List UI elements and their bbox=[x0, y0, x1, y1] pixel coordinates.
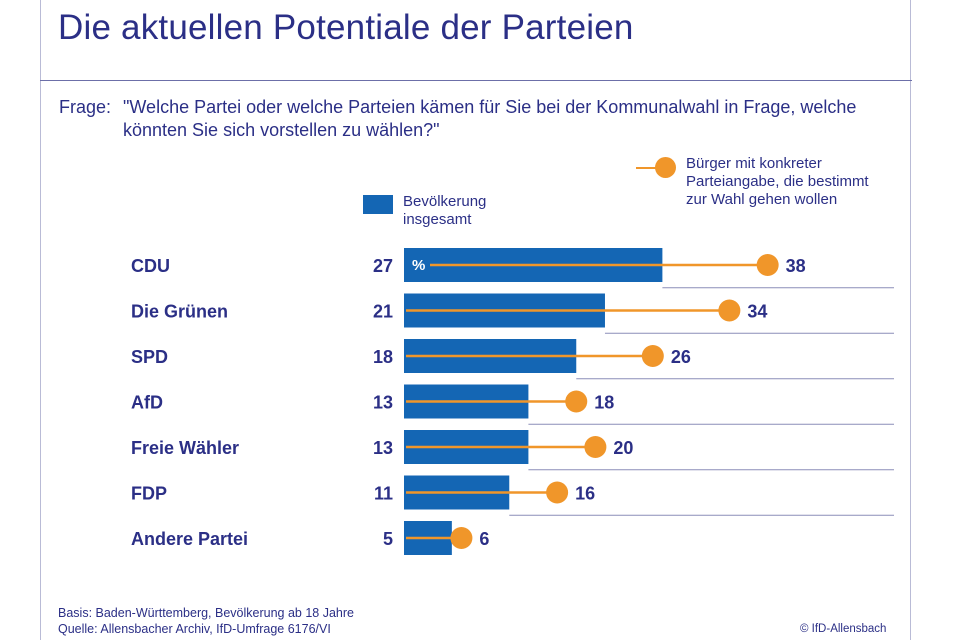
legend-bar-label: Bevölkerung insgesamt bbox=[403, 193, 487, 228]
bar-value-label: 13 bbox=[373, 438, 393, 458]
bar-value-label: 21 bbox=[373, 301, 393, 321]
dot-value-label: 6 bbox=[479, 529, 489, 549]
dot-marker bbox=[565, 390, 588, 413]
footer-notes: Basis: Baden-Württemberg, Bevölkerung ab… bbox=[58, 605, 354, 637]
unit-label: % bbox=[412, 257, 425, 274]
legend-dot-line bbox=[636, 167, 664, 169]
category-label: AfD bbox=[131, 392, 163, 412]
category-label: SPD bbox=[131, 347, 168, 367]
bar-value-label: 18 bbox=[373, 347, 393, 367]
bar-value-label: 13 bbox=[373, 392, 393, 412]
dot-marker bbox=[546, 481, 569, 504]
bar-value-label: 27 bbox=[373, 256, 393, 276]
category-label: CDU bbox=[131, 256, 170, 276]
footer-source: Quelle: Allensbacher Archiv, IfD-Umfrage… bbox=[58, 622, 331, 636]
question-label: Frage: bbox=[59, 97, 112, 117]
dot-marker bbox=[756, 254, 779, 276]
dot-value-label: 16 bbox=[575, 483, 595, 503]
dot-marker bbox=[584, 436, 607, 458]
dot-value-label: 26 bbox=[671, 347, 691, 367]
bar-value-label: 11 bbox=[374, 483, 393, 503]
dot-marker bbox=[718, 299, 741, 322]
dot-value-label: 38 bbox=[786, 256, 806, 276]
dot-value-label: 20 bbox=[613, 438, 633, 458]
category-label: Die Grünen bbox=[131, 301, 228, 321]
legend-dot-swatch bbox=[655, 157, 676, 178]
chart-title: Die aktuellen Potentiale der Parteien bbox=[58, 8, 634, 47]
frame-left-line bbox=[40, 0, 41, 640]
legend-bar-swatch bbox=[363, 195, 393, 214]
category-label: FDP bbox=[131, 483, 167, 503]
category-label: Freie Wähler bbox=[131, 438, 239, 458]
question-text: "Welche Partei oder welche Parteien käme… bbox=[123, 97, 857, 140]
footer-basis: Basis: Baden-Württemberg, Bevölkerung ab… bbox=[58, 606, 354, 620]
dot-value-label: 18 bbox=[594, 392, 614, 412]
legend-dot-label: Bürger mit konkreter Parteiangabe, die b… bbox=[686, 155, 869, 208]
bar-value-label: 5 bbox=[383, 529, 393, 549]
dot-marker bbox=[450, 527, 473, 549]
dot-value-label: 34 bbox=[747, 301, 767, 321]
frame-right-line bbox=[910, 0, 911, 640]
footer-copyright: © IfD-Allensbach bbox=[800, 623, 887, 635]
category-label: Andere Partei bbox=[131, 529, 248, 549]
title-divider bbox=[40, 80, 912, 81]
dot-marker bbox=[641, 345, 664, 367]
